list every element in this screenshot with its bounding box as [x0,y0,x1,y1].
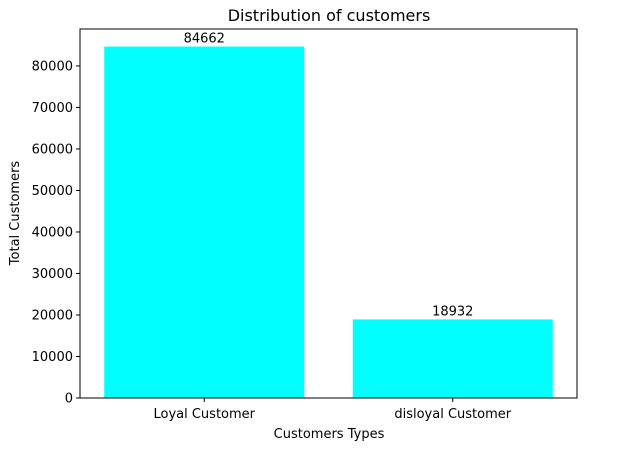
y-axis-label: Total Customers [8,161,23,267]
y-axis: 0 10000 20000 30000 40000 50000 60000 70000 8000… [32,59,80,407]
x-tick-label-1: disloyal Customer [394,407,511,422]
x-axis-label: Customers Types [274,427,385,442]
data-label-1: 18932 [432,304,473,319]
y-tick-label-2: 20000 [32,308,73,323]
y-tick-label-1: 10000 [32,350,73,365]
y-tick-label-7: 70000 [32,101,73,116]
x-axis: Loyal Customer disloyal Customer [153,398,512,422]
plot-area: 84662 18932 0 10000 20000 30000 40000 50000 600… [32,28,578,422]
data-labels-group: 84662 18932 [184,32,474,320]
y-tick-label-3: 30000 [32,267,73,282]
data-label-0: 84662 [184,32,225,47]
y-tick-label-0: 0 [65,392,73,407]
y-tick-label-5: 50000 [32,184,73,199]
bar-1 [352,319,553,398]
y-tick-label-8: 80000 [32,59,73,74]
bars-group [104,46,553,399]
bar-0 [104,46,305,399]
y-tick-label-6: 60000 [32,142,73,157]
x-tick-label-0: Loyal Customer [153,407,255,422]
y-tick-label-4: 40000 [32,225,73,240]
chart-title: Distribution of customers [228,6,431,25]
plot-frame [79,28,578,399]
